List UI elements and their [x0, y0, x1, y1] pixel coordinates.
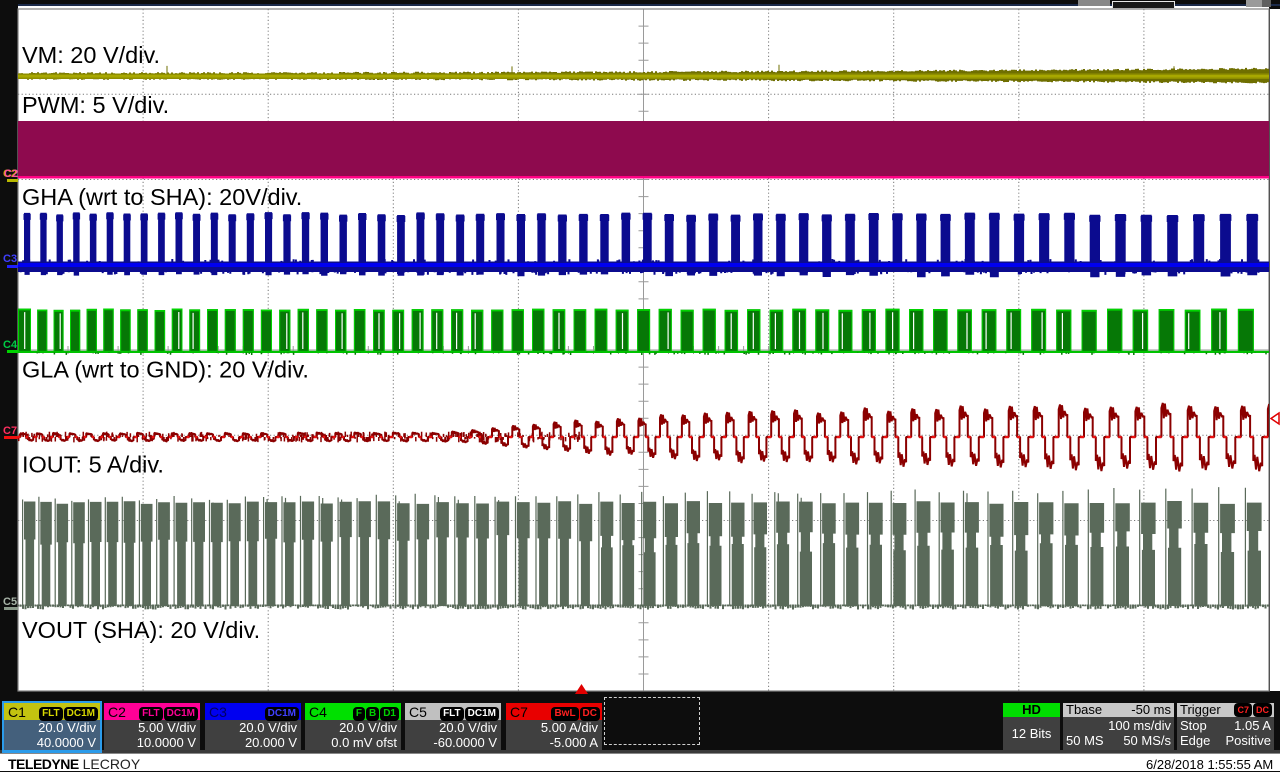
svg-text:GLA (wrt to GND): 20 V/div.: GLA (wrt to GND): 20 V/div.	[22, 357, 309, 383]
svg-text:PWM: 5 V/div.: PWM: 5 V/div.	[22, 92, 169, 118]
svg-text:IOUT: 5 A/div.: IOUT: 5 A/div.	[22, 452, 164, 478]
svg-text:C7: C7	[3, 425, 17, 437]
svg-text:C4: C4	[3, 339, 18, 351]
svg-text:VM: 20 V/div.: VM: 20 V/div.	[22, 42, 160, 68]
svg-text:C2: C2	[4, 168, 18, 180]
svg-text:C3: C3	[3, 253, 17, 265]
svg-text:C5: C5	[3, 596, 17, 608]
svg-text:C2: C2	[3, 168, 17, 180]
svg-text:VOUT (SHA): 20 V/div.: VOUT (SHA): 20 V/div.	[22, 617, 260, 643]
svg-text:GHA (wrt to SHA): 20V/div.: GHA (wrt to SHA): 20V/div.	[22, 184, 302, 210]
